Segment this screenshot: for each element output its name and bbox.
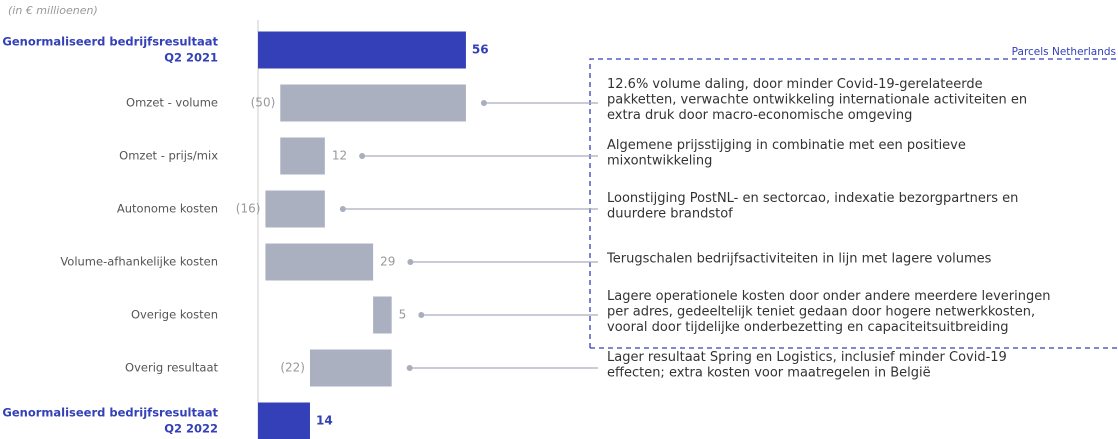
box-label: Parcels Netherlands [1012, 46, 1116, 58]
leader-dot [418, 312, 425, 318]
bar [373, 296, 392, 334]
bar [265, 190, 325, 228]
bar [265, 243, 374, 281]
leader-dot [480, 100, 487, 106]
annotation: Terugschalen bedrijfsactiviteiten in lij… [606, 252, 992, 267]
category-label: Q2 2021 [164, 51, 218, 65]
category-label: Omzet - volume [126, 96, 218, 110]
annotation: duurdere brandstof [607, 206, 733, 221]
annotation: Algemene prijsstijging in combinatie met… [607, 138, 966, 153]
bar [258, 31, 466, 69]
subtitle: (in € millioenen) [8, 4, 98, 17]
leader-dot [407, 259, 414, 265]
value-label: 29 [380, 255, 395, 269]
value-label: (16) [236, 202, 261, 216]
category-label: Genormaliseerd bedrijfsresultaat [2, 35, 218, 49]
bar [280, 84, 466, 122]
value-label: 56 [472, 43, 489, 57]
segment-box [589, 58, 1118, 349]
category-label: Omzet - prijs/mix [119, 149, 218, 163]
bar [258, 402, 310, 439]
category-label: Volume-afhankelijke kosten [60, 255, 218, 269]
annotation: Lager resultaat Spring en Logistics, inc… [607, 350, 1007, 365]
annotation: extra druk door macro-economische omgevi… [607, 108, 912, 123]
annotation: Loonstijging PostNL- en sectorcao, index… [607, 191, 1018, 206]
annotation: per adres, gedeeltelijk teniet gedaan do… [607, 305, 1035, 320]
value-label: 14 [316, 414, 333, 428]
value-label: (22) [280, 361, 305, 375]
category-label: Autonome kosten [117, 202, 218, 216]
annotation: 12.6% volume daling, door minder Covid-1… [607, 77, 983, 92]
value-label: 5 [399, 308, 407, 322]
bar [309, 349, 392, 387]
bar [280, 137, 325, 175]
category-label: Overig resultaat [125, 361, 218, 375]
value-label: 12 [332, 149, 347, 163]
value-label: (50) [251, 96, 276, 110]
category-label: Overige kosten [131, 308, 218, 322]
annotation: pakketten, verwachte ontwikkeling intern… [607, 93, 1027, 108]
annotation: Lagere operationele kosten door onder an… [607, 289, 1050, 304]
annotation: vooral door tijdelijke onderbezetting en… [607, 320, 1008, 335]
annotation: effecten; extra kosten voor maatregelen … [607, 365, 931, 380]
annotation: mixontwikkeling [607, 153, 712, 168]
category-label: Q2 2022 [164, 422, 218, 436]
leader-dot [406, 365, 413, 371]
category-label: Genormaliseerd bedrijfsresultaat [2, 406, 218, 420]
leader-dot [359, 153, 366, 159]
leader-dot [339, 206, 346, 212]
